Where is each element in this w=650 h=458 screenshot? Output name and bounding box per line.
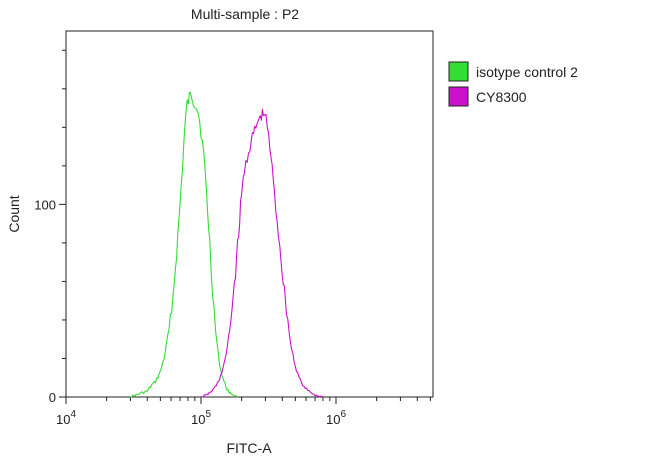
x-tick-label-exponent: 4 — [70, 409, 76, 420]
y-axis-label: Count — [6, 195, 22, 232]
x-tick-label-exponent: 6 — [340, 409, 346, 420]
x-tick-label: 104 — [56, 409, 76, 427]
x-axis: 104 105 106 — [56, 397, 431, 427]
legend-label: CY8300 — [476, 89, 527, 105]
legend: isotype control 2 CY8300 — [448, 61, 578, 107]
x-tick-label-exponent: 5 — [205, 409, 211, 420]
x-tick-label-base: 10 — [56, 412, 70, 427]
x-tick-label-base: 10 — [326, 412, 340, 427]
legend-swatch — [448, 86, 469, 107]
y-axis: 0 100 — [34, 49, 66, 405]
x-tick-label: 105 — [191, 409, 211, 427]
x-tick-label-base: 10 — [191, 412, 205, 427]
chart-title: Multi-sample : P2 — [191, 6, 299, 22]
x-axis-label: FITC-A — [226, 440, 272, 456]
legend-swatch — [448, 61, 469, 82]
x-tick-label: 106 — [326, 409, 346, 427]
legend-label: isotype control 2 — [476, 64, 578, 80]
plot-frame — [65, 30, 434, 398]
series-line-2 — [200, 108, 324, 398]
y-tick-label: 0 — [49, 390, 56, 405]
series-line-1 — [130, 92, 238, 398]
y-tick-label: 100 — [34, 197, 56, 212]
series-layer — [130, 92, 324, 398]
